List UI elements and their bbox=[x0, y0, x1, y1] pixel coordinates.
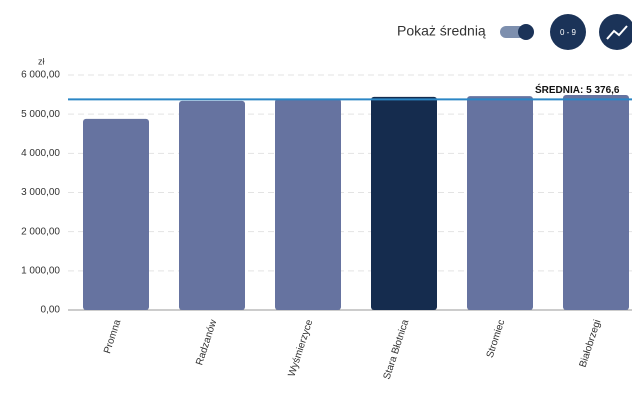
x-tick-label: Wyśmierzyce bbox=[287, 318, 316, 378]
bar bbox=[371, 96, 437, 310]
x-tick-label: Stromiec bbox=[485, 318, 508, 359]
bar bbox=[275, 98, 341, 311]
toggle-knob bbox=[518, 24, 534, 40]
bar bbox=[179, 100, 245, 310]
average-label: ŚREDNIA: 5 376,6 bbox=[535, 83, 620, 96]
button-text: 0 - 9 bbox=[560, 28, 577, 37]
toggle-switch[interactable] bbox=[500, 24, 534, 40]
y-tick-label: 3 000,00 bbox=[21, 187, 60, 198]
y-tick-label: 1 000,00 bbox=[21, 265, 60, 276]
range-button[interactable]: 0 - 9 bbox=[550, 14, 586, 50]
x-tick-label: Radzanów bbox=[194, 318, 219, 367]
y-tick-label: 4 000,00 bbox=[21, 148, 60, 159]
x-tick-label: Stara Błotnica bbox=[382, 318, 412, 381]
y-tick-label: 6 000,00 bbox=[21, 70, 60, 81]
trend-icon bbox=[606, 25, 628, 40]
y-unit: zł bbox=[38, 56, 45, 66]
trend-button[interactable] bbox=[599, 14, 632, 50]
button-bg bbox=[550, 14, 586, 50]
bar bbox=[563, 94, 629, 310]
x-tick-label: Białobrzegi bbox=[578, 318, 604, 368]
bar bbox=[83, 118, 149, 310]
toggle-label: Pokaż średnią bbox=[397, 23, 486, 39]
y-tick-label: 2 000,00 bbox=[21, 226, 60, 237]
bar bbox=[467, 96, 533, 311]
x-tick-label: Promna bbox=[102, 318, 123, 355]
y-tick-label: 0,00 bbox=[41, 305, 61, 316]
y-tick-label: 5 000,00 bbox=[21, 109, 60, 120]
